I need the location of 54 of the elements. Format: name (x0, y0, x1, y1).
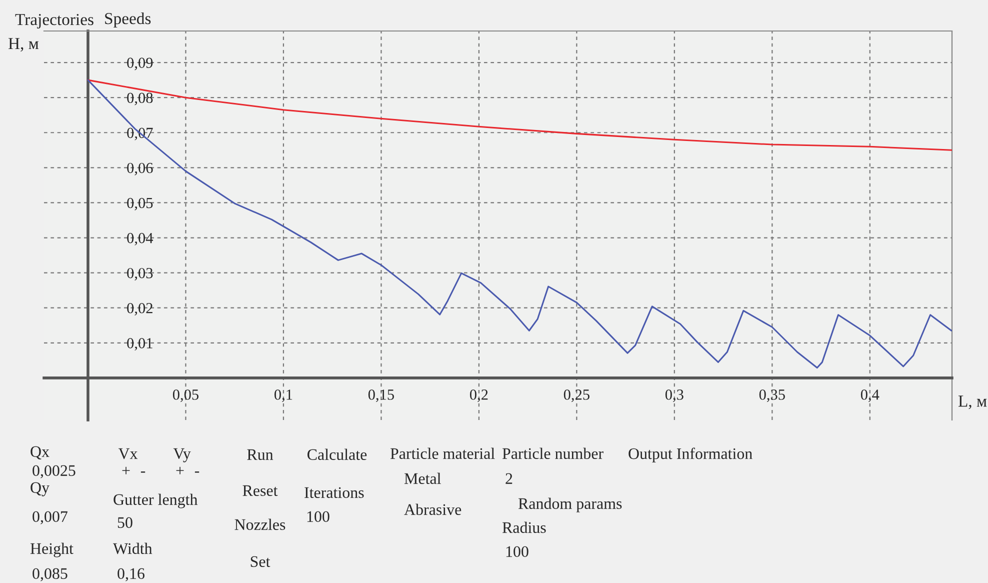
x-tick-label: 0,3 (665, 390, 684, 402)
y-tick-label: 0,02 (127, 302, 152, 316)
text: + (122, 466, 130, 474)
y-tick-label: 0,06 (127, 162, 153, 176)
text: Run (247, 449, 274, 460)
text: 100 (506, 546, 528, 557)
y-tick-label: 0,05 (127, 198, 153, 210)
line-series (87, 79, 952, 369)
text: Speeds (105, 12, 151, 28)
text: 0,16 (118, 568, 144, 582)
y-tick-label: 0,01 (127, 338, 152, 351)
text: Calculate (308, 448, 367, 460)
y-tick-label: 0,08 (127, 92, 153, 106)
text: Reset (242, 485, 278, 496)
x-tick-label: 0,2 (470, 390, 488, 402)
text: Abrasive (404, 504, 462, 515)
text: Particle material (390, 448, 495, 459)
text: 2 (506, 473, 512, 484)
text: 0,007 (32, 511, 68, 524)
x-tick-label: 0,4 (860, 390, 880, 402)
text: Random params (518, 498, 622, 512)
text: Qx (30, 446, 50, 460)
text: Nozzles (234, 518, 286, 530)
x-tick-label: 0,1 (274, 390, 292, 402)
y-tick-label: 0,03 (127, 268, 153, 280)
text: 0,085 (32, 568, 68, 582)
x-axis-title: L, м (958, 396, 987, 410)
text: Height (30, 542, 74, 558)
y-axis-title: H, м (8, 38, 39, 52)
text: - (140, 471, 146, 473)
text: Radius (502, 522, 546, 533)
text: Metal (404, 472, 441, 484)
text: Qy (30, 482, 50, 496)
text: Set (250, 556, 270, 567)
x-tick-label: 0,05 (172, 390, 198, 402)
text: 0,0025 (32, 465, 76, 478)
text: Vy (173, 448, 191, 462)
text: Particle number (502, 448, 604, 459)
x-tick-label: 0,35 (759, 390, 785, 402)
text: Vx (118, 448, 138, 460)
text: - (194, 471, 200, 473)
text: Iterations (304, 487, 364, 498)
text: Trajectories (15, 14, 94, 29)
text: 100 (307, 511, 330, 522)
text: + (176, 466, 184, 474)
line-series (87, 79, 952, 151)
x-tick-label: 0,15 (368, 390, 394, 402)
text: Gutter length (114, 494, 198, 508)
text: Width (113, 542, 152, 554)
x-tick-label: 0,25 (564, 390, 590, 402)
text: Output Information (628, 448, 752, 462)
y-tick-label: 0,09 (127, 58, 153, 70)
y-tick-label: 0,04 (127, 232, 154, 246)
text: 50 (118, 517, 132, 528)
